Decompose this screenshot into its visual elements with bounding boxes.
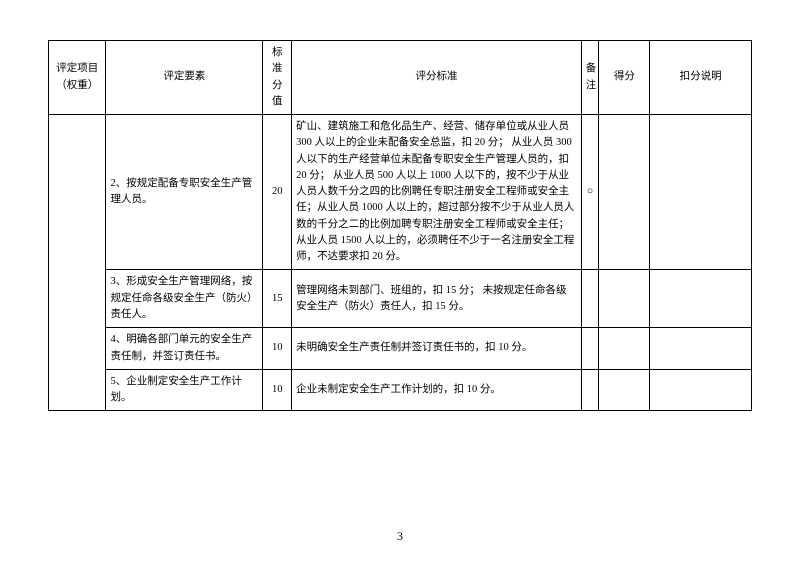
cell-element: 3、形成安全生产管理网络，按规定任命各级安全生产（防火）责任人。 <box>106 270 263 328</box>
cell-criteria: 未明确安全生产责任制并签订责任书的，扣 10 分。 <box>292 328 582 370</box>
cell-gotscore <box>599 328 650 370</box>
cell-explain <box>650 115 752 270</box>
cell-project <box>49 115 106 411</box>
table-row: 3、形成安全生产管理网络，按规定任命各级安全生产（防火）责任人。 15 管理网络… <box>49 270 752 328</box>
cell-stdscore: 15 <box>263 270 292 328</box>
cell-stdscore: 10 <box>263 328 292 370</box>
cell-stdscore: 10 <box>263 369 292 411</box>
cell-gotscore <box>599 115 650 270</box>
cell-element: 2、按规定配备专职安全生产管理人员。 <box>106 115 263 270</box>
cell-criteria: 管理网络未到部门、班组的，扣 15 分； 未按规定任命各级安全生产（防火）责任人… <box>292 270 582 328</box>
th-explain: 扣分说明 <box>650 41 752 115</box>
cell-criteria: 矿山、建筑施工和危化品生产、经营、储存单位或从业人员 300 人以上的企业未配备… <box>292 115 582 270</box>
cell-remark: ○ <box>581 115 599 270</box>
evaluation-table: 评定项目（权重） 评定要素 标准分值 评分标准 备注 得分 扣分说明 2、按规定… <box>48 40 752 411</box>
cell-remark <box>581 328 599 370</box>
page-number: 3 <box>0 529 800 544</box>
cell-element: 4、明确各部门单元的安全生产责任制，并签订责任书。 <box>106 328 263 370</box>
cell-explain <box>650 270 752 328</box>
th-gotscore: 得分 <box>599 41 650 115</box>
cell-stdscore: 20 <box>263 115 292 270</box>
th-element: 评定要素 <box>106 41 263 115</box>
th-criteria: 评分标准 <box>292 41 582 115</box>
cell-explain <box>650 369 752 411</box>
cell-remark <box>581 270 599 328</box>
table-header-row: 评定项目（权重） 评定要素 标准分值 评分标准 备注 得分 扣分说明 <box>49 41 752 115</box>
cell-element: 5、企业制定安全生产工作计划。 <box>106 369 263 411</box>
cell-gotscore <box>599 369 650 411</box>
cell-explain <box>650 328 752 370</box>
th-remark: 备注 <box>581 41 599 115</box>
table-row: 2、按规定配备专职安全生产管理人员。 20 矿山、建筑施工和危化品生产、经营、储… <box>49 115 752 270</box>
table-row: 4、明确各部门单元的安全生产责任制，并签订责任书。 10 未明确安全生产责任制并… <box>49 328 752 370</box>
cell-remark <box>581 369 599 411</box>
cell-gotscore <box>599 270 650 328</box>
th-score: 标准分值 <box>263 41 292 115</box>
cell-criteria: 企业未制定安全生产工作计划的，扣 10 分。 <box>292 369 582 411</box>
th-project: 评定项目（权重） <box>49 41 106 115</box>
table-row: 5、企业制定安全生产工作计划。 10 企业未制定安全生产工作计划的，扣 10 分… <box>49 369 752 411</box>
